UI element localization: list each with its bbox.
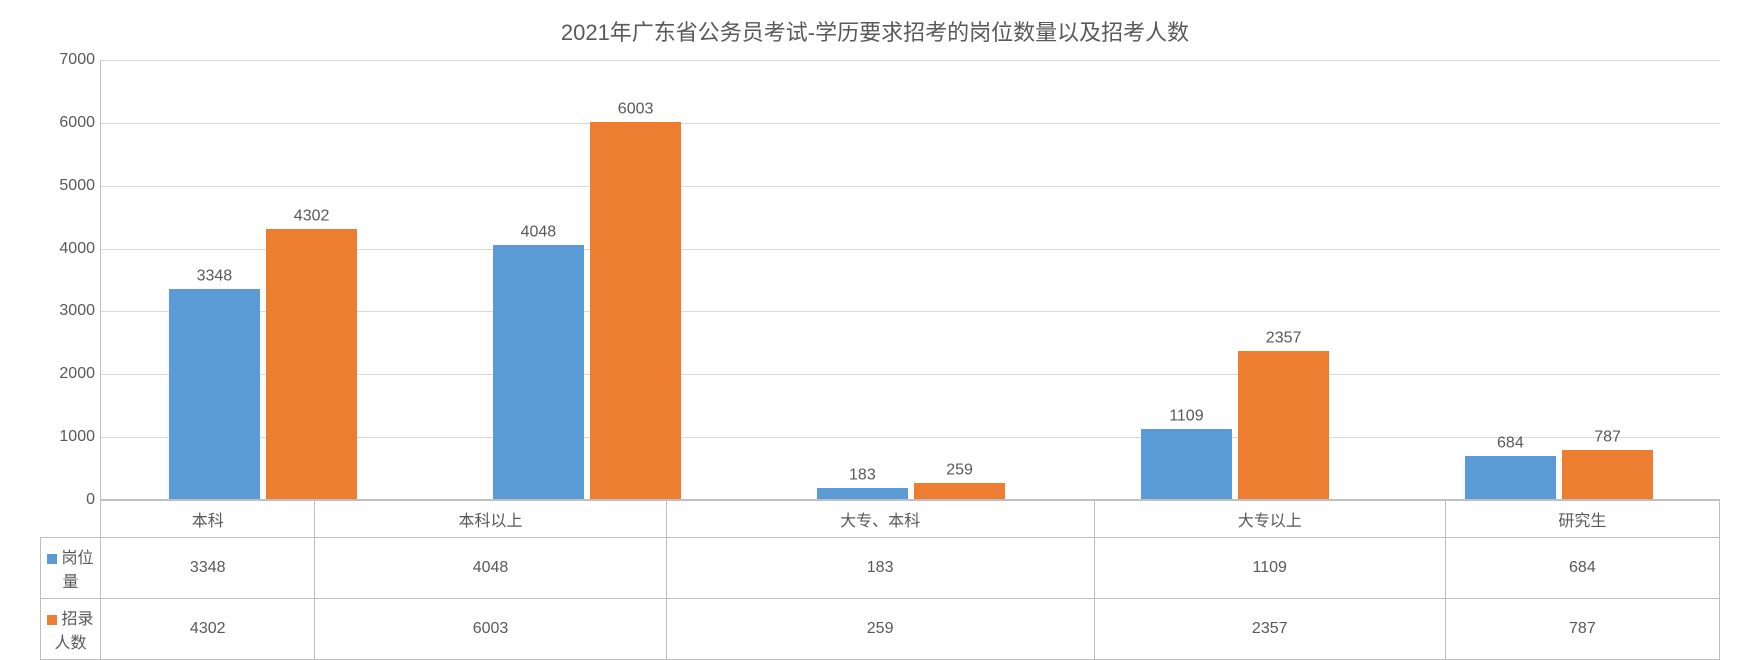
bar: 4048 xyxy=(493,245,584,499)
table-category-header: 本科以上 xyxy=(315,501,666,538)
bar-value-label: 684 xyxy=(1465,434,1556,452)
ytick-label: 6000 xyxy=(40,114,95,132)
ytick-label: 2000 xyxy=(40,365,95,383)
table-category-header: 大专以上 xyxy=(1094,501,1445,538)
table-cell: 1109 xyxy=(1094,538,1445,599)
bar: 1109 xyxy=(1141,429,1232,499)
category-group: 11092357 xyxy=(1073,60,1397,499)
bar: 787 xyxy=(1562,450,1653,499)
table-category-header: 研究生 xyxy=(1445,501,1719,538)
series-legend-cell: 招录人数 xyxy=(41,599,101,660)
table-row: 招录人数430260032592357787 xyxy=(41,599,1720,660)
table-cell: 259 xyxy=(666,599,1094,660)
category-group: 40486003 xyxy=(425,60,749,499)
bar: 684 xyxy=(1465,456,1556,499)
bar-value-label: 2357 xyxy=(1238,329,1329,347)
legend-swatch xyxy=(47,615,57,625)
bar-value-label: 787 xyxy=(1562,428,1653,446)
table-row: 岗位量334840481831109684 xyxy=(41,538,1720,599)
plot-area: 334843024048600318325911092357684787 xyxy=(100,60,1720,500)
category-group: 183 259 xyxy=(749,60,1073,499)
ytick-label: 5000 xyxy=(40,177,95,195)
bar: 259 xyxy=(914,483,1005,499)
bar: 3348 xyxy=(169,289,260,499)
ytick-label: 4000 xyxy=(40,240,95,258)
bar-value-label: 4302 xyxy=(266,207,357,225)
chart-container: 2021年广东省公务员考试-学历要求招考的岗位数量以及招考人数 33484302… xyxy=(20,0,1730,635)
chart-title: 2021年广东省公务员考试-学历要求招考的岗位数量以及招考人数 xyxy=(20,0,1730,57)
bar-value-label: 259 xyxy=(914,461,1005,479)
table-category-header: 本科 xyxy=(101,501,315,538)
table-cell: 3348 xyxy=(101,538,315,599)
table-cell: 787 xyxy=(1445,599,1719,660)
table-cell: 4048 xyxy=(315,538,666,599)
bar: 183 xyxy=(817,488,908,500)
category-group: 33484302 xyxy=(101,60,425,499)
bar-value-label: 6003 xyxy=(590,100,681,118)
table-cell: 4302 xyxy=(101,599,315,660)
ytick-label: 7000 xyxy=(40,51,95,69)
table-cell: 183 xyxy=(666,538,1094,599)
series-legend-cell: 岗位量 xyxy=(41,538,101,599)
ytick-label: 3000 xyxy=(40,302,95,320)
bar: 4302 xyxy=(266,229,357,499)
table-header-row: 本科本科以上大专、本科大专以上研究生 xyxy=(41,501,1720,538)
bar-value-label: 4048 xyxy=(493,223,584,241)
bar-value-label: 1109 xyxy=(1141,408,1232,426)
series-name: 招录人数 xyxy=(54,611,93,652)
bar: 6003 xyxy=(590,122,681,499)
table-cell: 6003 xyxy=(315,599,666,660)
category-group: 684787 xyxy=(1397,60,1721,499)
table-cell: 2357 xyxy=(1094,599,1445,660)
ytick-label: 0 xyxy=(40,491,95,509)
bar: 2357 xyxy=(1238,351,1329,499)
bar-value-label: 183 xyxy=(817,466,908,484)
data-table: 本科本科以上大专、本科大专以上研究生岗位量334840481831109684招… xyxy=(40,500,1720,660)
table-cell: 684 xyxy=(1445,538,1719,599)
table-category-header: 大专、本科 xyxy=(666,501,1094,538)
legend-swatch xyxy=(47,554,57,564)
bar-value-label: 3348 xyxy=(169,267,260,285)
ytick-label: 1000 xyxy=(40,428,95,446)
series-name: 岗位量 xyxy=(61,550,93,591)
